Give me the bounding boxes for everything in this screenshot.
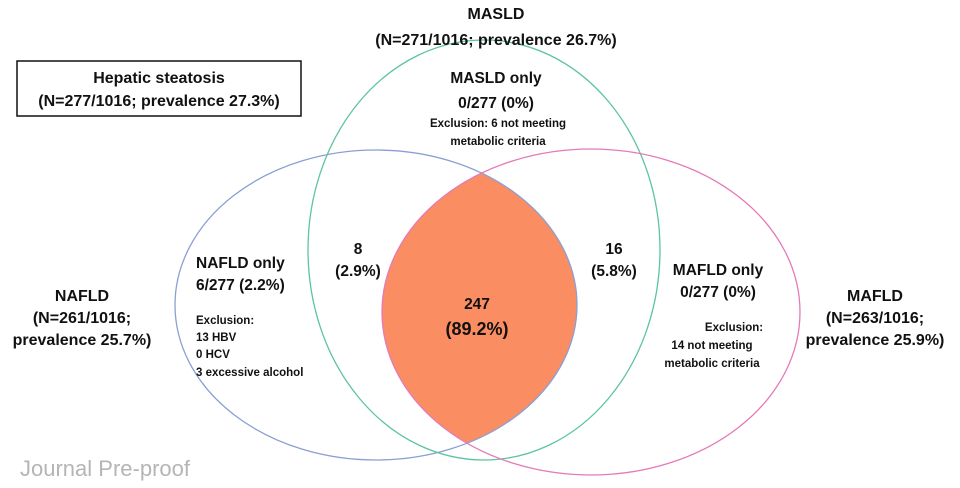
mafld-ellipse xyxy=(381,148,801,476)
hepatic-steatosis-box xyxy=(16,60,302,117)
hepatic-steatosis-detail: (N=277/1016; prevalence 27.3%) xyxy=(38,93,279,110)
masld-detail: (N=271/1016; prevalence 26.7%) xyxy=(375,32,616,49)
intersection-all-three-region xyxy=(382,150,577,460)
all-three-count: 247 xyxy=(464,296,490,313)
mafld-exclusion-line: 14 not meeting xyxy=(671,340,752,352)
nafld-only-value: 6/277 (2.2%) xyxy=(196,277,285,294)
nafld-exclusion-line: 13 HBV xyxy=(196,332,237,344)
nafld-detail-line: prevalence 25.7%) xyxy=(13,332,152,349)
masld-exclusion-line: Exclusion: 6 not meeting xyxy=(430,118,566,130)
masld-exclusion-line: metabolic criteria xyxy=(450,136,546,148)
nafld-only-label: NAFLD only xyxy=(196,255,285,272)
mafld-detail-line: prevalence 25.9%) xyxy=(806,332,945,349)
mafld-exclusion-line: Exclusion: xyxy=(705,322,763,334)
masld-mafld-count: 16 xyxy=(605,241,623,258)
masld-only-label: MASLD only xyxy=(450,70,542,87)
masld-label: MASLD xyxy=(468,6,525,23)
nafld-label: NAFLD xyxy=(55,288,109,305)
mafld-only-value: 0/277 (0%) xyxy=(680,284,756,301)
mafld-only-label: MAFLD only xyxy=(673,262,764,279)
mafld-label: MAFLD xyxy=(847,288,903,305)
nafld-masld-percent: (2.9%) xyxy=(335,263,381,280)
masld-mafld-percent: (5.8%) xyxy=(591,263,637,280)
nafld-exclusion-line: Exclusion: xyxy=(196,315,254,327)
nafld-detail-line: (N=261/1016; xyxy=(33,310,131,327)
masld-only-value: 0/277 (0%) xyxy=(458,95,534,112)
all-three-percent: (89.2%) xyxy=(445,319,508,339)
hepatic-steatosis-title: Hepatic steatosis xyxy=(93,70,225,87)
nafld-exclusion-line: 0 HCV xyxy=(196,349,230,361)
watermark: Journal Pre-proof xyxy=(20,456,191,481)
nafld-ellipse xyxy=(174,149,578,461)
nafld-masld-count: 8 xyxy=(354,241,363,258)
nafld-exclusion-line: 3 excessive alcohol xyxy=(196,367,303,379)
mafld-exclusion-line: metabolic criteria xyxy=(664,358,760,370)
mafld-detail-line: (N=263/1016; xyxy=(826,310,924,327)
masld-ellipse xyxy=(307,39,661,461)
